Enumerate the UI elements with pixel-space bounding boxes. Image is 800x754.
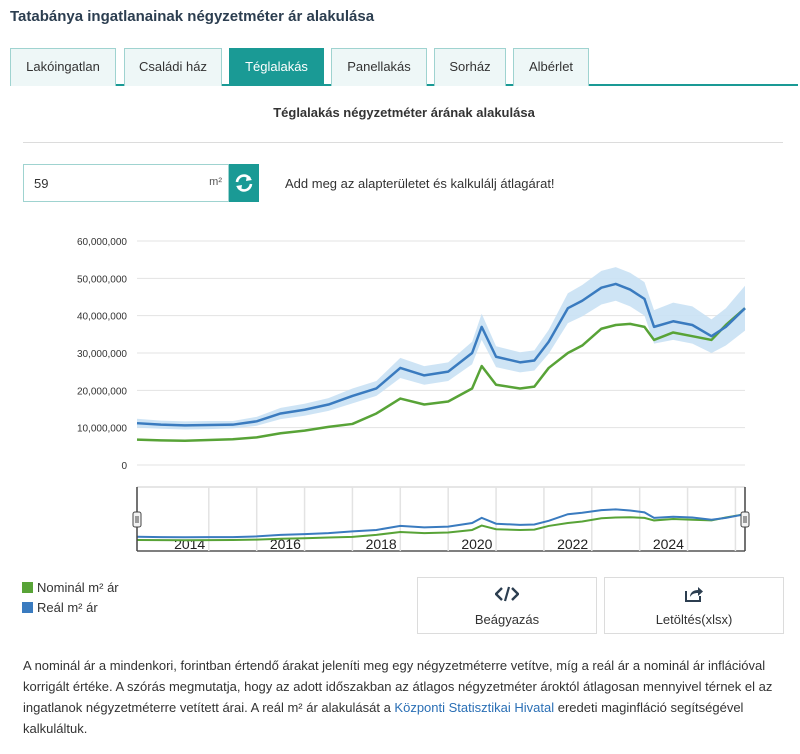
embed-label: Beágyazás <box>474 612 540 627</box>
legend-swatch-nominal <box>22 582 33 593</box>
area-input[interactable] <box>24 165 204 201</box>
tab-panellakas[interactable]: Panellakás <box>331 48 427 86</box>
tab-csaladi-haz[interactable]: Családi ház <box>124 48 222 86</box>
embed-button[interactable]: Beágyazás <box>417 577 597 634</box>
legend-label-nominal: Nominál m² ár <box>37 580 119 595</box>
tab-alberlet[interactable]: Albérlet <box>513 48 589 86</box>
navigator-year-label: 2014 <box>174 536 205 552</box>
download-label: Letöltés(xlsx) <box>655 612 733 627</box>
y-axis: 0 10,000,000 20,000,000 30,000,000 40,000,00… <box>77 237 128 472</box>
navigator-real-line <box>136 508 746 539</box>
std-band <box>137 267 745 430</box>
y-tick-label: 60,000,000 <box>77 237 127 248</box>
area-unit: m² <box>209 176 222 188</box>
ksh-link[interactable]: Központi Statisztikai Hivatal <box>394 700 555 715</box>
navigator-year-label: 2022 <box>557 536 588 552</box>
nominal-series-line <box>136 307 746 442</box>
area-field: m² <box>23 164 229 202</box>
divider <box>23 142 783 143</box>
page-title: Tatabánya ingatlanainak négyzetméter ár … <box>10 8 375 25</box>
navigator-year-label: 2016 <box>270 536 301 552</box>
price-chart: 0 10,000,000 20,000,000 30,000,000 40,000,00… <box>77 237 750 552</box>
note-text-1: A nominál ár a mindenkori, forintban ért… <box>23 658 773 715</box>
y-tick-label: 20,000,000 <box>77 386 127 397</box>
refresh-icon <box>235 174 253 192</box>
navigator-nominal-line <box>136 513 746 542</box>
legend-item-nominal[interactable]: Nominál m² ár <box>22 580 119 600</box>
y-tick-label: 40,000,000 <box>77 312 127 323</box>
y-tick-label: 10,000,000 <box>77 424 127 435</box>
chart-grid <box>137 240 745 466</box>
tab-teglalakas[interactable]: Téglalakás <box>229 48 324 86</box>
real-price-std-band <box>137 267 745 430</box>
tab-sorhaz[interactable]: Sorház <box>434 48 506 86</box>
range-navigator[interactable]: 2014 2016 2018 2020 2022 2024 <box>132 486 750 552</box>
share-icon <box>605 586 783 608</box>
real-series-line <box>136 282 746 427</box>
note-text-2: eredeti maginfláció segítségével kalkulá… <box>23 700 744 736</box>
legend-swatch-real <box>22 602 33 613</box>
legend: Nominál m² ár Reál m² ár <box>22 580 119 620</box>
code-icon <box>418 586 596 608</box>
legend-item-real[interactable]: Reál m² ár <box>22 600 119 620</box>
chart-title: Téglalakás négyzetméter árának alakulása <box>273 105 535 120</box>
navigator-year-label: 2018 <box>366 536 397 552</box>
legend-label-real: Reál m² ár <box>37 600 98 615</box>
y-tick-label: 0 <box>121 461 127 472</box>
explanation-text: A nominál ár a mindenkori, forintban ért… <box>23 655 783 739</box>
tab-lakoingatlan[interactable]: Lakóingatlan <box>10 48 116 86</box>
y-tick-label: 30,000,000 <box>77 349 127 360</box>
navigator-year-label: 2020 <box>461 536 492 552</box>
navigator-right-handle[interactable] <box>740 511 750 528</box>
calculator-hint: Add meg az alapterületet és kalkulálj át… <box>285 176 555 191</box>
y-tick-label: 50,000,000 <box>77 274 127 285</box>
navigator-year-label: 2024 <box>653 536 684 552</box>
download-button[interactable]: Letöltés(xlsx) <box>604 577 784 634</box>
property-type-tabs: Lakóingatlan Családi ház Téglalakás Pane… <box>10 48 798 86</box>
series-lines <box>136 282 746 442</box>
calculate-button[interactable] <box>229 164 259 202</box>
navigator-left-handle[interactable] <box>132 511 142 528</box>
